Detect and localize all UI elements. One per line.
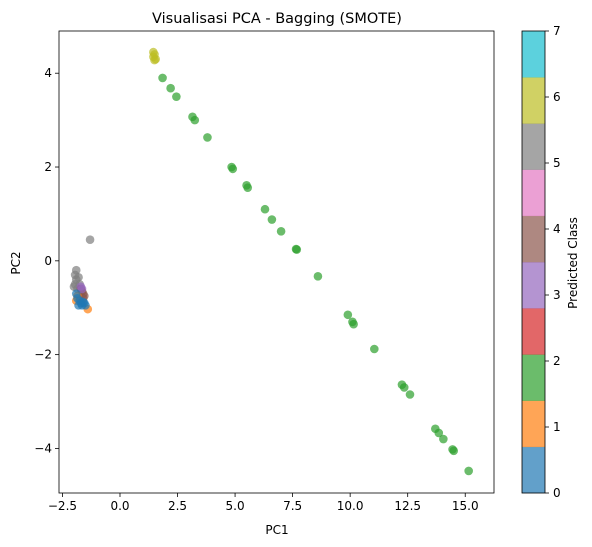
point-class-0 <box>78 297 88 307</box>
colorbar-tick-label: 1 <box>553 420 561 434</box>
colorbar-band <box>522 123 545 170</box>
point-class-2 <box>203 133 212 142</box>
point-class-2 <box>464 466 473 476</box>
x-axis-ticks: −2.5 0.0 2.5 5.0 7.5 10.0 12.5 15.0 <box>48 493 479 513</box>
point-class-2 <box>172 92 181 101</box>
x-axis-label: PC1 <box>265 523 288 537</box>
colorbar-tick-label: 0 <box>553 486 561 500</box>
point-class-2 <box>434 428 444 438</box>
x-tick-label: 5.0 <box>226 499 245 513</box>
points-layer <box>69 47 473 476</box>
x-tick-label: 0.0 <box>110 499 129 513</box>
y-tick-label: 0 <box>44 254 52 268</box>
colorbar-tick-label: 2 <box>553 354 561 368</box>
x-tick-label: 7.5 <box>283 499 302 513</box>
colorbar-band <box>522 446 545 494</box>
y-tick-label: 2 <box>44 160 52 174</box>
point-class-6 <box>150 55 159 65</box>
chart-title: Visualisasi PCA - Bagging (SMOTE) <box>152 11 402 27</box>
point-class-2 <box>343 310 353 320</box>
colorbar-band <box>522 169 545 217</box>
y-tick-label: −4 <box>34 441 52 455</box>
point-class-2 <box>313 272 323 281</box>
point-class-2 <box>449 446 459 456</box>
colorbar-band <box>522 400 545 448</box>
colorbar-band <box>522 262 545 309</box>
x-tick-label: 2.5 <box>168 499 187 513</box>
x-tick-label: −2.5 <box>48 499 77 513</box>
point-class-2 <box>228 164 238 174</box>
point-class-2 <box>439 434 448 444</box>
colorbar-band <box>522 308 545 355</box>
point-class-2 <box>349 319 358 329</box>
point-class-2 <box>158 73 167 83</box>
point-class-2 <box>190 115 200 125</box>
colorbar-tick-label: 5 <box>553 156 561 170</box>
x-tick-label: 12.5 <box>394 499 421 513</box>
x-tick-label: 15.0 <box>452 499 479 513</box>
colorbar: 0 1 2 3 4 5 6 7 <box>521 24 561 500</box>
point-class-2 <box>292 245 302 254</box>
point-class-2 <box>166 83 175 93</box>
point-class-2 <box>370 344 379 354</box>
point-class-2 <box>405 390 415 399</box>
point-class-3 <box>77 284 87 294</box>
x-tick-label: 10.0 <box>337 499 364 513</box>
colorbar-band <box>522 354 545 401</box>
y-axis-label: PC2 <box>9 251 23 274</box>
y-tick-label: −2 <box>34 348 52 362</box>
point-class-5 <box>74 272 83 282</box>
plot-frame <box>58 30 495 494</box>
colorbar-tick-label: 4 <box>553 222 561 236</box>
colorbar-tick-label: 7 <box>553 24 561 38</box>
point-class-2 <box>399 383 409 392</box>
colorbar-band <box>522 31 545 78</box>
colorbar-label: Predicted Class <box>566 217 580 309</box>
point-class-5 <box>85 235 95 245</box>
colorbar-band <box>522 77 545 124</box>
point-class-2 <box>260 204 270 214</box>
colorbar-tick-label: 3 <box>553 288 561 302</box>
colorbar-band <box>522 215 545 263</box>
point-class-2 <box>243 183 253 192</box>
y-axis-ticks: −4 −2 0 2 4 <box>34 66 59 455</box>
point-class-2 <box>276 226 286 236</box>
point-class-2 <box>267 215 277 224</box>
colorbar-frame <box>521 30 546 494</box>
colorbar-tick-label: 6 <box>553 90 561 104</box>
y-tick-label: 4 <box>44 66 52 80</box>
